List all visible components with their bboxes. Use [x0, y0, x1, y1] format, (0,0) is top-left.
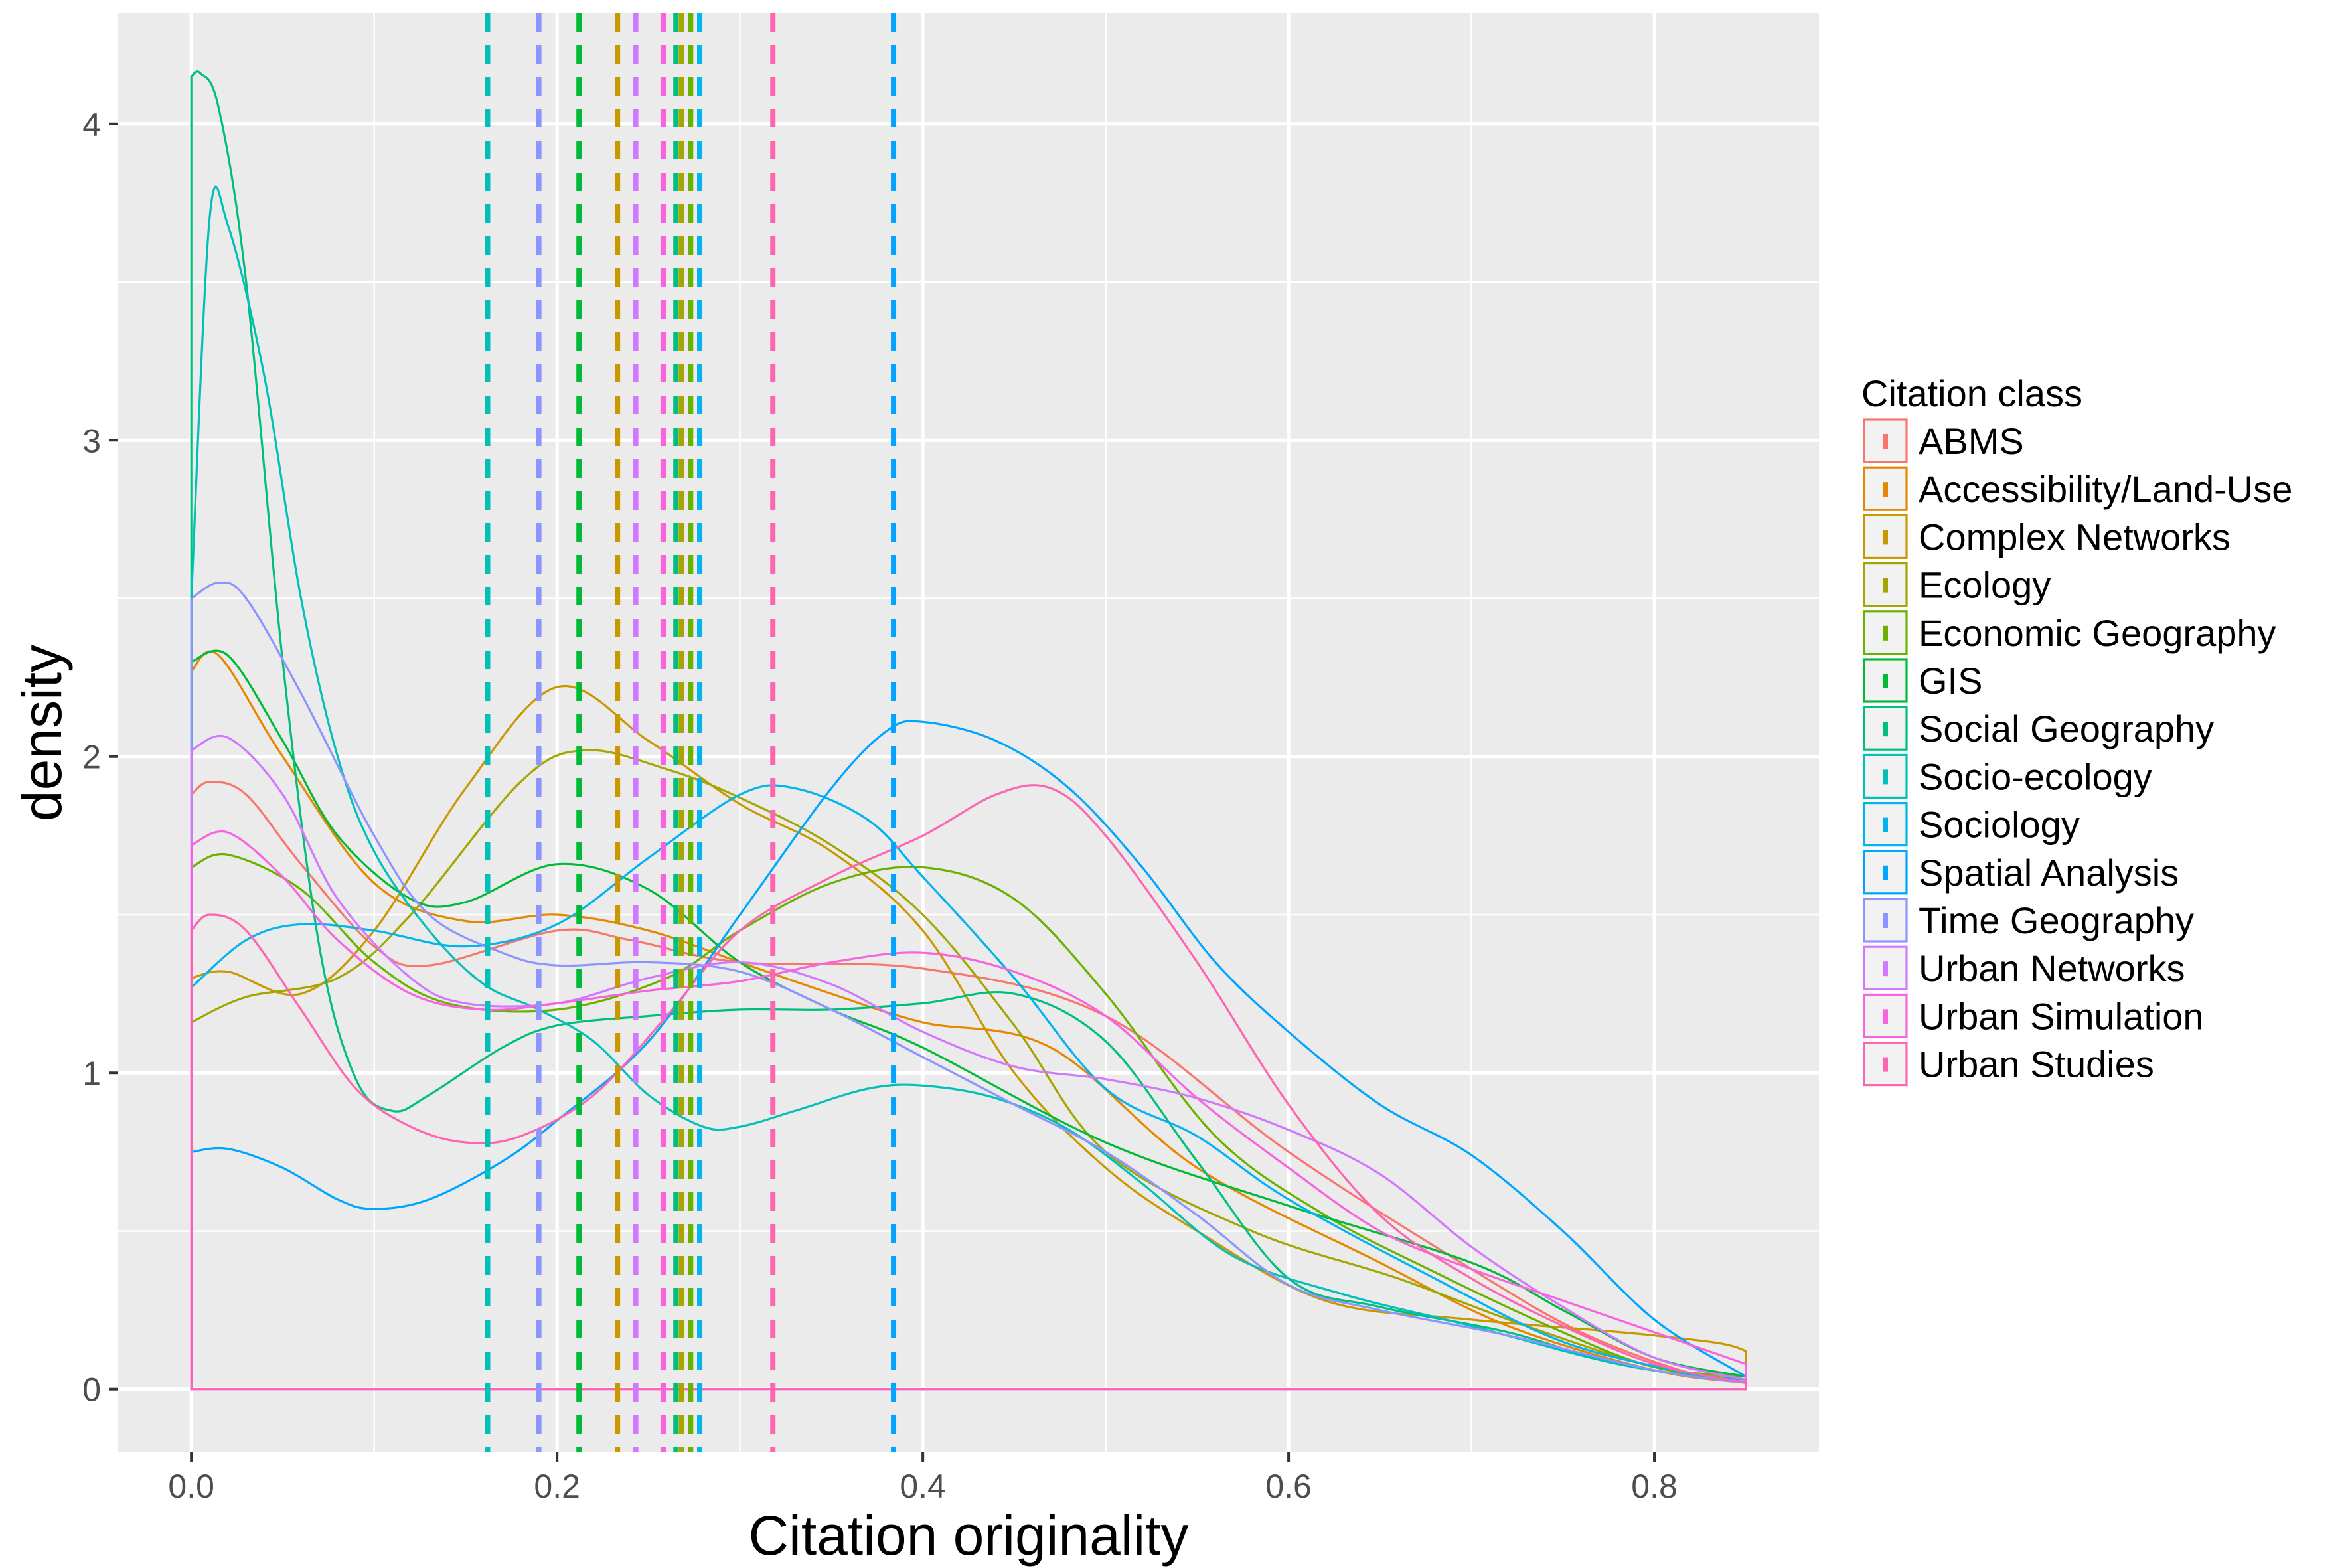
legend-label: Socio-ecology [1919, 755, 2152, 797]
plot-panel [118, 13, 1819, 1452]
density-line-spatial-analysis [190, 720, 1747, 1391]
density-line-ecology [190, 749, 1747, 1391]
density-line-urban-simulation [190, 830, 1747, 1391]
legend-item-urban-studies: Urban Studies [1863, 1041, 2154, 1087]
x-tick-label: 0.4 [900, 1468, 946, 1505]
legend-items: ABMS Accessibility/Land-Use Complex Networ… [1863, 418, 2292, 1087]
legend-item-complex-networks: Complex Networks [1863, 514, 2231, 560]
y-axis: 0 1 2 3 4 [82, 106, 118, 1409]
x-axis: 0.0 0.2 0.4 0.6 0.8 [168, 1452, 1678, 1505]
density-line-sociology [190, 784, 1747, 1391]
legend-item-economic-geography: Economic Geography [1863, 610, 2276, 655]
series-lines [190, 70, 1747, 1391]
grid-minor [118, 13, 1819, 1452]
legend-title: Citation class [1861, 372, 2082, 414]
y-tick-label: 4 [82, 106, 101, 143]
legend-item-abms: ABMS [1863, 418, 2024, 463]
x-axis-title: Citation originality [749, 1504, 1189, 1567]
density-line-social-geography [190, 70, 1747, 1391]
legend-label: ABMS [1919, 420, 2024, 462]
legend-label: Urban Networks [1919, 947, 2185, 989]
legend-item-gis: GIS [1863, 658, 1982, 703]
legend-label: Urban Studies [1919, 1044, 2154, 1085]
legend-item-accessibility-land-use: Accessibility/Land-Use [1863, 466, 2292, 511]
legend-label: Sociology [1919, 804, 2080, 846]
legend-item-urban-simulation: Urban Simulation [1863, 993, 2204, 1039]
legend-label: Urban Simulation [1919, 995, 2204, 1037]
legend-label: Accessibility/Land-Use [1919, 468, 2292, 510]
mean-lines [485, 13, 897, 1452]
legend-item-ecology: Ecology [1863, 562, 2051, 607]
legend-label: Social Geography [1919, 708, 2214, 749]
density-line-socio-ecology [190, 185, 1747, 1391]
legend: Citation class ABMS Accessibility/Land-Us… [1861, 372, 2292, 1087]
density-line-accessibility-land-use [190, 650, 1747, 1391]
legend-key [1863, 610, 1908, 655]
legend-item-socio-ecology: Socio-ecology [1863, 753, 2152, 799]
x-tick-label: 0.8 [1631, 1468, 1678, 1505]
density-line-urban-networks [190, 735, 1747, 1391]
legend-label: Spatial Analysis [1919, 852, 2179, 894]
legend-item-time-geography: Time Geography [1863, 898, 2194, 943]
y-tick-label: 2 [82, 739, 101, 776]
legend-label: Ecology [1919, 564, 2051, 606]
legend-item-spatial-analysis: Spatial Analysis [1863, 850, 2179, 895]
legend-item-sociology: Sociology [1863, 801, 2080, 847]
legend-item-social-geography: Social Geography [1863, 706, 2214, 751]
x-tick-label: 0.0 [168, 1468, 214, 1505]
legend-label: Economic Geography [1919, 612, 2276, 654]
legend-label: GIS [1919, 660, 1982, 702]
legend-item-urban-networks: Urban Networks [1863, 945, 2185, 990]
y-tick-label: 1 [82, 1055, 101, 1092]
x-tick-label: 0.2 [534, 1468, 580, 1505]
legend-key [1863, 753, 1908, 799]
y-axis-title: density [11, 645, 73, 821]
legend-label: Complex Networks [1919, 516, 2231, 558]
y-tick-label: 3 [82, 422, 101, 459]
density-line-time-geography [190, 581, 1747, 1391]
legend-label: Time Geography [1919, 900, 2194, 941]
x-tick-label: 0.6 [1265, 1468, 1312, 1505]
density-line-economic-geography [190, 852, 1747, 1391]
y-tick-label: 0 [82, 1372, 101, 1409]
